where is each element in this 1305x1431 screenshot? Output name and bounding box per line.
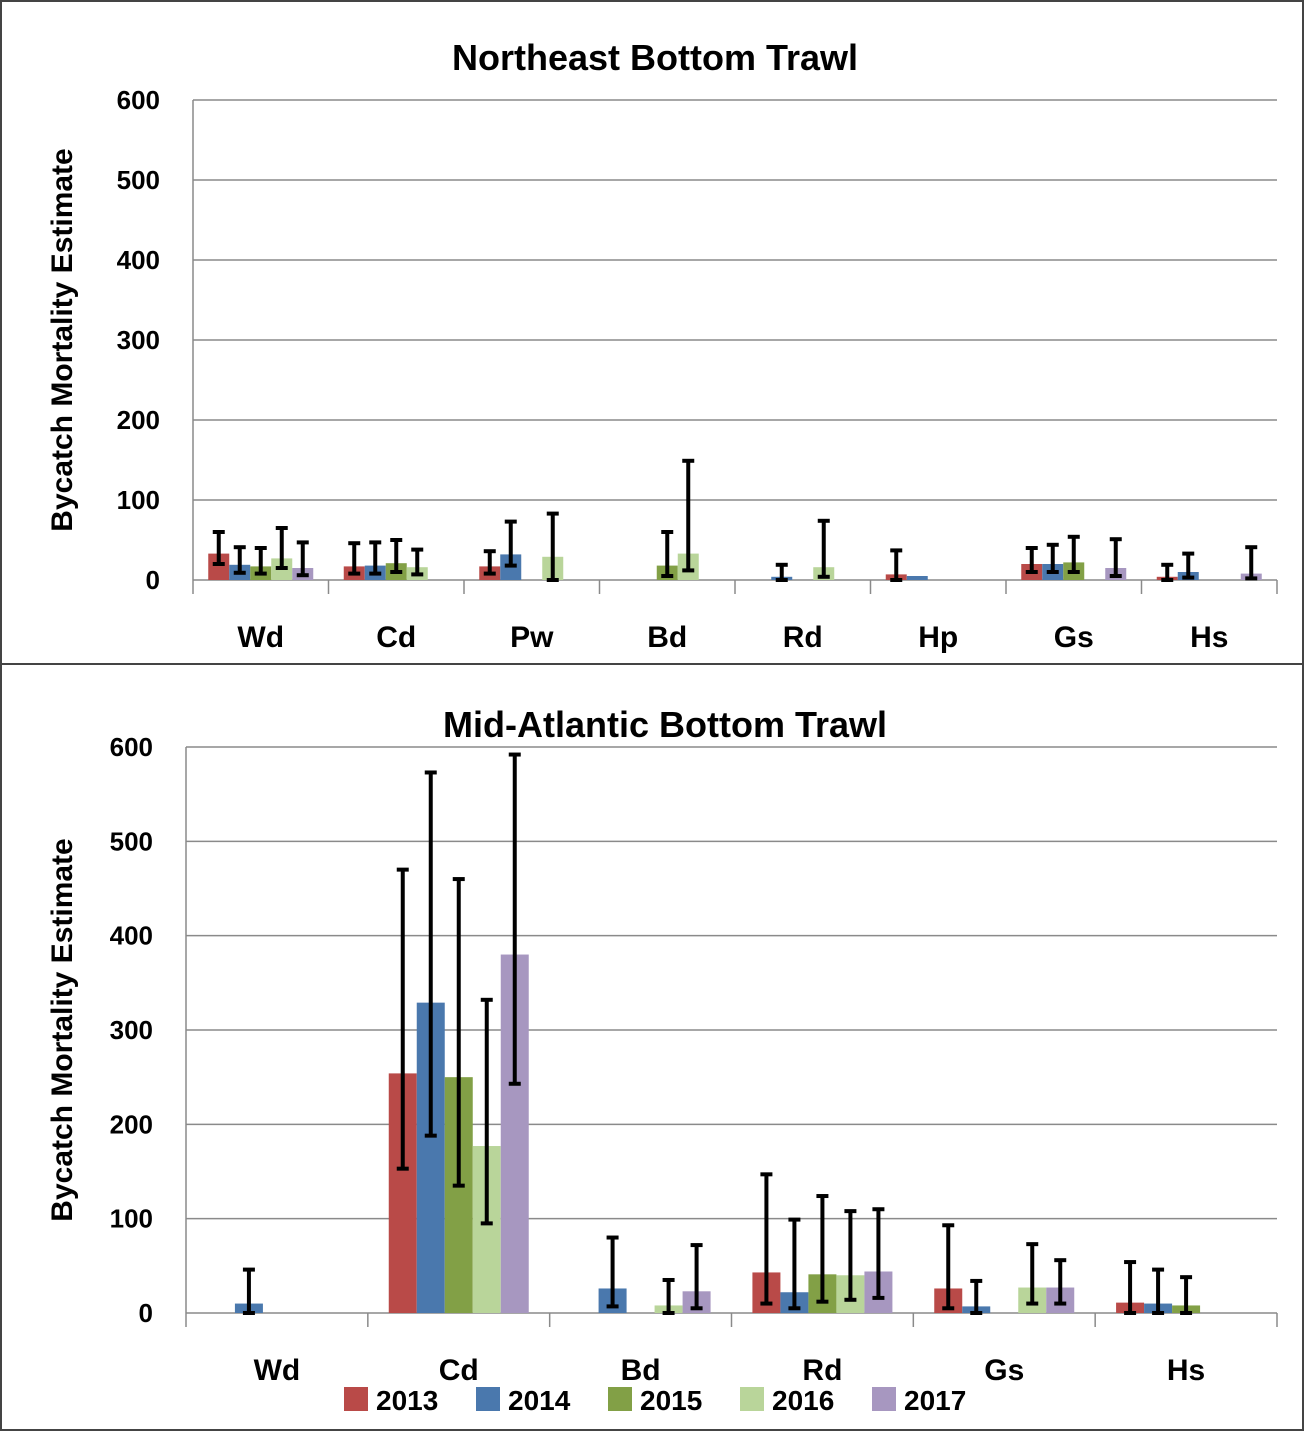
y-tick-label: 400 xyxy=(117,245,160,275)
error-bar-2016-Wd xyxy=(275,526,288,570)
error-bar-2013-Rd xyxy=(760,1172,773,1306)
error-bar-2017-Gs xyxy=(1054,1258,1067,1306)
error-bar-2016-Gs xyxy=(1026,1242,1039,1306)
error-bar-2017-Bd xyxy=(690,1243,703,1311)
x-category-label: Wd xyxy=(254,1354,301,1387)
northeast-chart: Northeast Bottom Trawl Bycatch Mortality … xyxy=(46,37,1278,654)
y-tick-label: 200 xyxy=(110,1109,153,1139)
x-category-label: Hs xyxy=(1190,621,1228,654)
error-bar-2016-Rd xyxy=(844,1209,857,1302)
error-bar-2014-Cd xyxy=(369,540,382,576)
y-tick-label: 500 xyxy=(110,826,153,856)
x-category-label: Gs xyxy=(1054,621,1094,654)
error-bar-2014-Gs xyxy=(970,1278,983,1315)
error-bar-2014-Cd xyxy=(424,770,437,1138)
error-bar-2016-Pw xyxy=(546,511,559,582)
bar-2013-Wd xyxy=(208,553,230,580)
y-tick-label: 600 xyxy=(110,732,153,762)
bottom-panel-border xyxy=(0,663,1304,1431)
error-bar-2017-Hs xyxy=(1245,545,1258,581)
legend-label-2013: 2013 xyxy=(376,1385,438,1416)
legend-swatch-2017 xyxy=(872,1387,896,1411)
error-bar-2013-Pw xyxy=(483,549,496,576)
error-bar-2015-Wd xyxy=(254,546,267,576)
y-tick-label: 500 xyxy=(117,165,160,195)
x-category-label: Hs xyxy=(1167,1354,1205,1387)
y-axis-label: Bycatch Mortality Estimate xyxy=(46,148,79,531)
y-tick-label: 400 xyxy=(110,921,153,951)
error-bar-2014-Pw xyxy=(504,519,517,568)
y-tick-label: 300 xyxy=(110,1015,153,1045)
error-bar-2014-Gs xyxy=(1046,542,1059,574)
x-category-label: Bd xyxy=(647,621,687,654)
error-bar-2013-Hs xyxy=(1161,562,1174,582)
legend-swatch-2014 xyxy=(476,1387,500,1411)
x-category-label: Pw xyxy=(510,621,554,654)
error-bar-2015-Gs xyxy=(1067,534,1080,574)
x-category-label: Wd xyxy=(237,621,284,654)
error-bar-2013-Wd xyxy=(212,530,225,566)
x-category-label: Hp xyxy=(918,621,958,654)
legend-label-2017: 2017 xyxy=(904,1385,966,1416)
chart-title: Northeast Bottom Trawl xyxy=(452,37,858,78)
error-bar-2016-Cd xyxy=(480,997,493,1226)
error-bar-2013-Gs xyxy=(942,1223,955,1311)
legend: 2013 2014 2015 2016 2017 xyxy=(344,1385,966,1416)
y-tick-label: 200 xyxy=(117,405,160,435)
legend-label-2016: 2016 xyxy=(772,1385,834,1416)
x-category-label: Cd xyxy=(439,1354,479,1387)
legend-swatch-2016 xyxy=(740,1387,764,1411)
error-bar-2017-Rd xyxy=(872,1207,885,1300)
error-bar-2017-Gs xyxy=(1109,537,1122,578)
y-tick-label: 0 xyxy=(146,565,160,595)
legend-label-2015: 2015 xyxy=(640,1385,702,1416)
error-bar-2013-Hp xyxy=(890,548,903,582)
error-bar-2013-Gs xyxy=(1025,546,1038,574)
y-tick-label: 300 xyxy=(117,325,160,355)
error-bar-2016-Bd xyxy=(682,458,695,573)
y-tick-label: 0 xyxy=(139,1298,153,1328)
bar-2014-Hp xyxy=(906,576,928,580)
x-category-label: Bd xyxy=(621,1354,661,1387)
y-tick-label: 100 xyxy=(117,485,160,515)
error-bar-2013-Cd xyxy=(348,541,361,576)
error-bar-2015-Hs xyxy=(1180,1275,1193,1315)
y-tick-label: 600 xyxy=(117,85,160,115)
error-bar-2015-Cd xyxy=(390,538,403,574)
legend-swatch-2013 xyxy=(344,1387,368,1411)
error-bar-2016-Bd xyxy=(662,1277,675,1315)
x-category-label: Rd xyxy=(802,1354,842,1387)
error-bar-2015-Bd xyxy=(661,530,674,578)
mid-atlantic-chart: Mid-Atlantic Bottom Trawl Bycatch Mortali… xyxy=(46,704,1278,1387)
x-category-label: Rd xyxy=(783,621,823,654)
error-bar-2014-Rd xyxy=(775,562,788,582)
error-bar-2016-Rd xyxy=(817,518,830,579)
error-bar-2014-Hs xyxy=(1152,1267,1165,1315)
x-category-label: Gs xyxy=(984,1354,1024,1387)
legend-label-2014: 2014 xyxy=(508,1385,571,1416)
error-bar-2014-Hs xyxy=(1182,551,1195,580)
error-bar-2014-Wd xyxy=(233,545,246,575)
error-bar-2014-Wd xyxy=(242,1267,255,1315)
error-bar-2017-Wd xyxy=(296,540,309,578)
error-bar-2013-Cd xyxy=(396,867,409,1171)
legend-swatch-2015 xyxy=(608,1387,632,1411)
error-bar-2015-Rd xyxy=(816,1194,829,1304)
x-category-label: Cd xyxy=(376,621,416,654)
error-bar-2015-Cd xyxy=(452,877,465,1188)
error-bar-2014-Bd xyxy=(606,1235,619,1309)
error-bar-2013-Hs xyxy=(1124,1260,1137,1315)
error-bar-2017-Cd xyxy=(508,752,521,1086)
error-bar-2014-Rd xyxy=(788,1217,801,1311)
y-axis-label: Bycatch Mortality Estimate xyxy=(46,838,79,1221)
error-bar-2016-Cd xyxy=(411,547,424,577)
chart-title: Mid-Atlantic Bottom Trawl xyxy=(443,704,887,745)
y-tick-label: 100 xyxy=(110,1204,153,1234)
